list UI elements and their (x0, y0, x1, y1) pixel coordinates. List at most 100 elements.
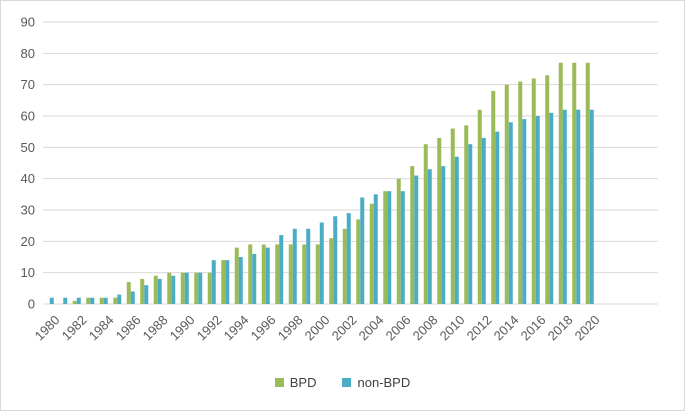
y-tick-label: 60 (21, 109, 35, 124)
x-tick-label: 1988 (140, 312, 171, 343)
bar-non-bpd (252, 253, 257, 304)
bar-non-bpd (211, 260, 216, 304)
bar-bpd (437, 137, 442, 304)
y-tick-label: 80 (21, 46, 35, 61)
bar-bpd (329, 238, 334, 304)
x-tick-label: 2008 (410, 312, 441, 343)
bar-non-bpd (130, 291, 135, 304)
x-tick-label: 2010 (437, 312, 468, 343)
y-tick-label: 20 (21, 234, 35, 249)
bar-non-bpd (400, 191, 405, 304)
y-tick-label: 10 (21, 265, 35, 280)
bar-bpd (86, 297, 91, 304)
bar-bpd (518, 81, 523, 305)
x-tick-label: 2000 (302, 312, 333, 343)
bar-non-bpd (333, 216, 338, 304)
bar-bpd (531, 78, 536, 305)
bar-non-bpd (562, 109, 567, 304)
bar-non-bpd (495, 131, 500, 304)
bar-non-bpd (184, 272, 189, 304)
bar-non-bpd (117, 294, 122, 304)
bar-bpd (113, 297, 118, 304)
legend-swatch-bpd (274, 378, 284, 387)
bar-non-bpd (319, 222, 324, 304)
bar-non-bpd (306, 228, 311, 304)
x-tick-label: 1984 (86, 312, 117, 343)
bar-bpd (342, 228, 347, 304)
bar-bpd (558, 62, 563, 304)
bar-non-bpd (441, 166, 446, 304)
bar-non-bpd (468, 144, 473, 304)
bar-bpd (545, 75, 550, 305)
bar-non-bpd (76, 297, 81, 304)
bar-non-bpd (265, 247, 270, 304)
x-tick-label: 1980 (32, 312, 63, 343)
bar-non-bpd (360, 197, 365, 304)
bar-non-bpd (535, 116, 540, 304)
bar-bpd (491, 90, 496, 304)
bar-chart: 0102030405060708090198019821984198619881… (21, 15, 658, 343)
y-tick-label: 30 (21, 203, 35, 218)
bar-bpd (275, 244, 280, 304)
y-tick-label: 50 (21, 140, 35, 155)
x-tick-label: 1986 (113, 312, 144, 343)
bar-bpd (572, 62, 577, 304)
bar-non-bpd (279, 235, 284, 304)
bar-bpd (450, 128, 455, 304)
bar-non-bpd (387, 191, 392, 304)
y-tick-label: 40 (21, 171, 35, 186)
y-tick-label: 0 (28, 297, 35, 312)
x-tick-label: 2018 (545, 312, 576, 343)
bar-non-bpd (549, 112, 554, 304)
x-tick-label: 1996 (248, 312, 279, 343)
bar-non-bpd (198, 272, 203, 304)
bar-bpd (477, 109, 482, 304)
bar-bpd (288, 244, 293, 304)
x-tick-label: 1998 (275, 312, 306, 343)
bar-bpd (234, 247, 239, 304)
bar-non-bpd (157, 278, 162, 304)
bar-bpd (140, 278, 145, 304)
bar-bpd (356, 219, 361, 304)
bar-non-bpd (481, 137, 486, 304)
bar-non-bpd (292, 228, 297, 304)
bar-bpd (221, 260, 226, 304)
bar-non-bpd (508, 122, 513, 305)
bar-bpd (207, 272, 212, 304)
bar-non-bpd (589, 109, 594, 304)
bar-non-bpd (225, 260, 230, 304)
bar-bpd (315, 244, 320, 304)
x-tick-label: 2012 (464, 312, 495, 343)
bar-bpd (464, 125, 469, 305)
x-tick-label: 2006 (383, 312, 414, 343)
bar-bpd (167, 272, 172, 304)
bar-bpd (261, 244, 266, 304)
x-tick-label: 1982 (59, 312, 90, 343)
bar-non-bpd (373, 194, 378, 304)
x-tick-label: 1994 (221, 312, 252, 343)
x-tick-label: 1990 (167, 312, 198, 343)
bar-non-bpd (454, 156, 459, 304)
y-tick-label: 90 (21, 15, 35, 30)
legend-swatch-non-bpd (342, 378, 352, 387)
bar-bpd (423, 144, 428, 304)
bar-bpd (504, 84, 509, 305)
bar-non-bpd (63, 297, 68, 304)
bar-bpd (194, 272, 199, 304)
x-tick-label: 2016 (518, 312, 549, 343)
bar-non-bpd (90, 297, 95, 304)
bar-non-bpd (414, 175, 419, 304)
legend-item-non-bpd: non-BPD (342, 375, 410, 390)
x-tick-label: 2004 (356, 312, 387, 343)
bar-bpd (383, 191, 388, 304)
bar-bpd (99, 297, 104, 304)
x-tick-label: 2020 (572, 312, 603, 343)
bar-non-bpd (427, 169, 432, 304)
bar-bpd (153, 275, 158, 304)
bar-non-bpd (576, 109, 581, 304)
bar-non-bpd (346, 213, 351, 304)
bar-bpd (248, 244, 253, 304)
y-tick-label: 70 (21, 77, 35, 92)
legend-item-bpd: BPD (274, 375, 316, 390)
bar-bpd (369, 203, 374, 304)
